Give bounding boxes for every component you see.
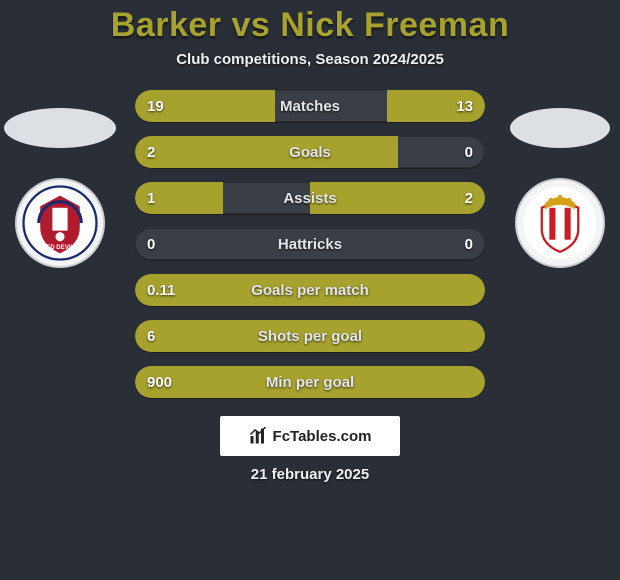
stat-value-left: 0 — [147, 228, 155, 260]
date-text: 21 february 2025 — [0, 466, 620, 483]
subtitle: Club competitions, Season 2024/2025 — [0, 51, 620, 68]
stat-row: 0.11Goals per match — [135, 274, 485, 306]
stat-value-right: 0 — [465, 228, 473, 260]
stat-bar-left — [135, 182, 223, 214]
club-crest-right-icon — [522, 185, 598, 261]
svg-text:RED DEVILS: RED DEVILS — [42, 244, 78, 251]
stat-label: Hattricks — [135, 228, 485, 260]
club-crest-right — [515, 178, 605, 268]
stat-bar-right — [310, 182, 485, 214]
stat-bar-full — [135, 366, 485, 398]
page-title: Barker vs Nick Freeman — [0, 6, 620, 45]
player-left-photo-placeholder — [4, 108, 116, 148]
stat-row: 0Hattricks0 — [135, 228, 485, 260]
stat-row: 6Shots per goal — [135, 320, 485, 352]
stat-row: 900Min per goal — [135, 366, 485, 398]
stat-bar-full — [135, 320, 485, 352]
watermark-text: FcTables.com — [273, 428, 372, 445]
stat-bar-left — [135, 136, 398, 168]
stat-bar-left — [135, 90, 275, 122]
player-left-panel: RED DEVILS — [0, 108, 120, 268]
stat-row: 19Matches13 — [135, 90, 485, 122]
stat-bar-full — [135, 274, 485, 306]
club-crest-left: RED DEVILS — [15, 178, 105, 268]
stat-row: 2Goals0 — [135, 136, 485, 168]
stats-bars: 19Matches132Goals01Assists20Hattricks00.… — [135, 90, 485, 398]
player-right-photo-placeholder — [510, 108, 610, 148]
player-right-panel — [500, 108, 620, 268]
stat-value-right: 0 — [465, 136, 473, 168]
stat-bar-right — [387, 90, 485, 122]
chart-icon — [249, 427, 267, 445]
watermark: FcTables.com — [220, 416, 400, 456]
club-crest-left-icon: RED DEVILS — [22, 185, 98, 261]
stat-row: 1Assists2 — [135, 182, 485, 214]
